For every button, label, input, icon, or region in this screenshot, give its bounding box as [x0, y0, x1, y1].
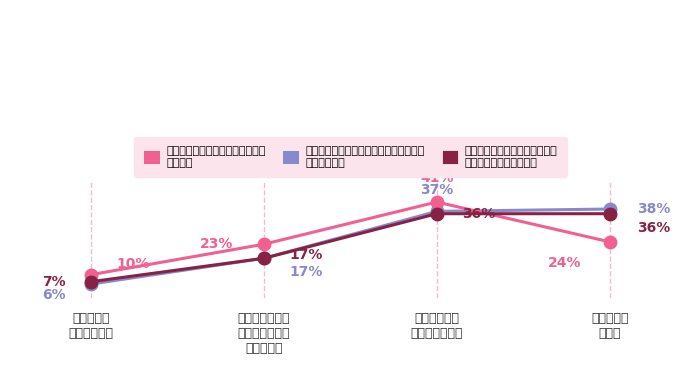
Text: 38%: 38%: [637, 202, 671, 216]
Text: 36%: 36%: [462, 207, 495, 221]
Text: 36%: 36%: [637, 221, 671, 235]
Text: 10%: 10%: [116, 256, 149, 270]
Text: 41%: 41%: [420, 171, 454, 185]
Text: 23%: 23%: [200, 237, 233, 251]
Text: 7%: 7%: [43, 275, 66, 289]
Text: 6%: 6%: [43, 288, 66, 302]
Text: 17%: 17%: [289, 249, 322, 262]
Text: 37%: 37%: [420, 184, 454, 198]
Text: 17%: 17%: [289, 265, 322, 279]
Text: 24%: 24%: [549, 256, 582, 270]
Legend: 自社の現時点でのジェンダー平等
の達成度, ２年後の自社における、ジェンダー平等
の予想達成度, 最終的に自社が到達できそうな
ジェンダー平等の達成度: 自社の現時点でのジェンダー平等 の達成度, ２年後の自社における、ジェンダー平等…: [134, 137, 567, 176]
